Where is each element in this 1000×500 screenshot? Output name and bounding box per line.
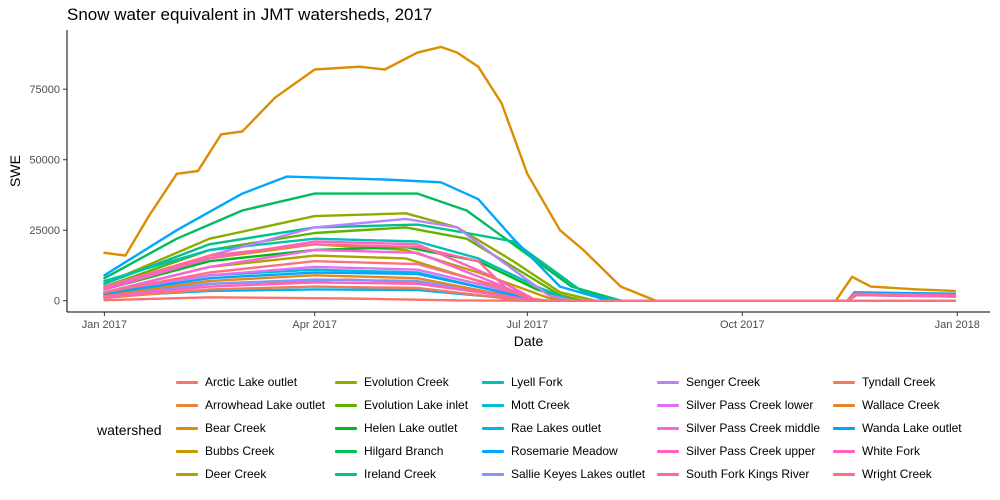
legend-label: Bubbs Creek <box>205 444 275 458</box>
legend-swatch <box>335 473 357 476</box>
legend-label: Rosemarie Meadow <box>511 444 618 458</box>
legend-item: Evolution Creek <box>335 372 505 395</box>
legend-swatch <box>482 450 504 453</box>
y-axis-title: SWE <box>7 155 23 187</box>
legend-label: Silver Pass Creek lower <box>686 398 814 412</box>
legend-swatch <box>482 381 504 384</box>
legend-item: Silver Pass Creek upper <box>657 441 827 464</box>
legend-swatch <box>833 427 855 430</box>
legend-item: Hilgard Branch <box>335 441 505 464</box>
legend-item: Ireland Creek <box>335 464 505 487</box>
legend-label: Wright Creek <box>862 467 932 481</box>
legend-item: South Fork Kings River <box>657 464 827 487</box>
legend-label: Arctic Lake outlet <box>205 375 298 389</box>
legend-item: Evolution Lake inlet <box>335 395 505 418</box>
legend-item: Wanda Lake outlet <box>833 418 1000 441</box>
legend-swatch <box>657 450 679 453</box>
x-tick-label: Jan 2017 <box>82 319 127 331</box>
legend-swatch <box>176 450 198 453</box>
legend-swatch <box>657 473 679 476</box>
legend-label: Mott Creek <box>511 398 570 412</box>
y-tick-label: 75000 <box>29 84 60 96</box>
series-line <box>103 260 957 302</box>
chart-title: Snow water equivalent in JMT watersheds,… <box>67 5 433 24</box>
y-tick-label: 50000 <box>29 155 60 167</box>
legend-item: Mott Creek <box>482 395 652 418</box>
legend-swatch <box>482 427 504 430</box>
x-axis-title: Date <box>514 333 544 349</box>
axes: 0 25000 50000 75000 Jan 2017 Apr 2017 Jul 2017… <box>7 30 990 349</box>
legend-swatch <box>833 450 855 453</box>
legend-swatch <box>657 381 679 384</box>
series-line <box>103 243 957 302</box>
legend-item: Lyell Fork <box>482 372 652 395</box>
legend-swatch <box>833 381 855 384</box>
legend-label: Silver Pass Creek middle <box>686 421 821 435</box>
legend-item: Bubbs Creek <box>176 441 346 464</box>
legend-label: Wallace Creek <box>862 398 940 412</box>
legend-item: Rosemarie Meadow <box>482 441 652 464</box>
legend-item: Arctic Lake outlet <box>176 372 346 395</box>
series-line <box>103 226 957 302</box>
legend-label: Wanda Lake outlet <box>862 421 962 435</box>
legend-item: Wallace Creek <box>833 395 1000 418</box>
legend-label: White Fork <box>862 444 921 458</box>
legend-label: Ireland Creek <box>364 467 437 481</box>
series-lines <box>103 45 957 302</box>
legend-label: Hilgard Branch <box>364 444 444 458</box>
x-tick-label: Jul 2017 <box>507 319 549 331</box>
legend-title: watershed <box>97 422 162 438</box>
series-line <box>103 223 957 302</box>
legend-swatch <box>176 427 198 430</box>
x-tick-label: Jan 2018 <box>935 319 980 331</box>
legend-label: Evolution Creek <box>364 375 449 389</box>
legend-item: Silver Pass Creek lower <box>657 395 827 418</box>
legend-swatch <box>335 381 357 384</box>
y-tick-label: 0 <box>54 296 60 308</box>
legend-swatch <box>657 404 679 407</box>
legend-item: Rae Lakes outlet <box>482 418 652 441</box>
legend-item: Helen Lake outlet <box>335 418 505 441</box>
legend-swatch <box>176 381 198 384</box>
y-tick-label: 25000 <box>29 225 60 237</box>
legend-label: Arrowhead Lake outlet <box>205 398 326 412</box>
legend-swatch <box>176 473 198 476</box>
legend-swatch <box>482 404 504 407</box>
legend-swatch <box>335 450 357 453</box>
legend: watershed Arctic Lake outlet Arrowhead La… <box>97 372 977 490</box>
legend-label: Deer Creek <box>205 467 267 481</box>
legend-label: Sallie Keyes Lakes outlet <box>511 467 646 481</box>
legend-swatch <box>335 404 357 407</box>
x-tick-label: Apr 2017 <box>292 319 337 331</box>
legend-label: Lyell Fork <box>511 375 563 389</box>
legend-label: Evolution Lake inlet <box>364 398 469 412</box>
legend-swatch <box>833 404 855 407</box>
legend-item: Bear Creek <box>176 418 346 441</box>
legend-item: Senger Creek <box>657 372 827 395</box>
legend-label: Helen Lake outlet <box>364 421 458 435</box>
legend-label: Tyndall Creek <box>862 375 936 389</box>
legend-label: Senger Creek <box>686 375 761 389</box>
legend-item: Arrowhead Lake outlet <box>176 395 346 418</box>
legend-swatch <box>657 427 679 430</box>
legend-item: Wright Creek <box>833 464 1000 487</box>
legend-swatch <box>482 473 504 476</box>
legend-item: Tyndall Creek <box>833 372 1000 395</box>
legend-swatch <box>335 427 357 430</box>
legend-label: Silver Pass Creek upper <box>686 444 816 458</box>
x-tick-label: Oct 2017 <box>720 319 765 331</box>
legend-item: White Fork <box>833 441 1000 464</box>
legend-swatch <box>833 473 855 476</box>
legend-label: Rae Lakes outlet <box>511 421 602 435</box>
legend-item: Deer Creek <box>176 464 346 487</box>
legend-label: Bear Creek <box>205 421 266 435</box>
line-chart: 0 25000 50000 75000 Jan 2017 Apr 2017 Jul 2017… <box>7 30 990 349</box>
legend-item: Sallie Keyes Lakes outlet <box>482 464 652 487</box>
series-line <box>103 217 957 302</box>
legend-label: South Fork Kings River <box>686 467 810 481</box>
series-line <box>103 285 957 302</box>
legend-item: Silver Pass Creek middle <box>657 418 827 441</box>
legend-swatch <box>176 404 198 407</box>
